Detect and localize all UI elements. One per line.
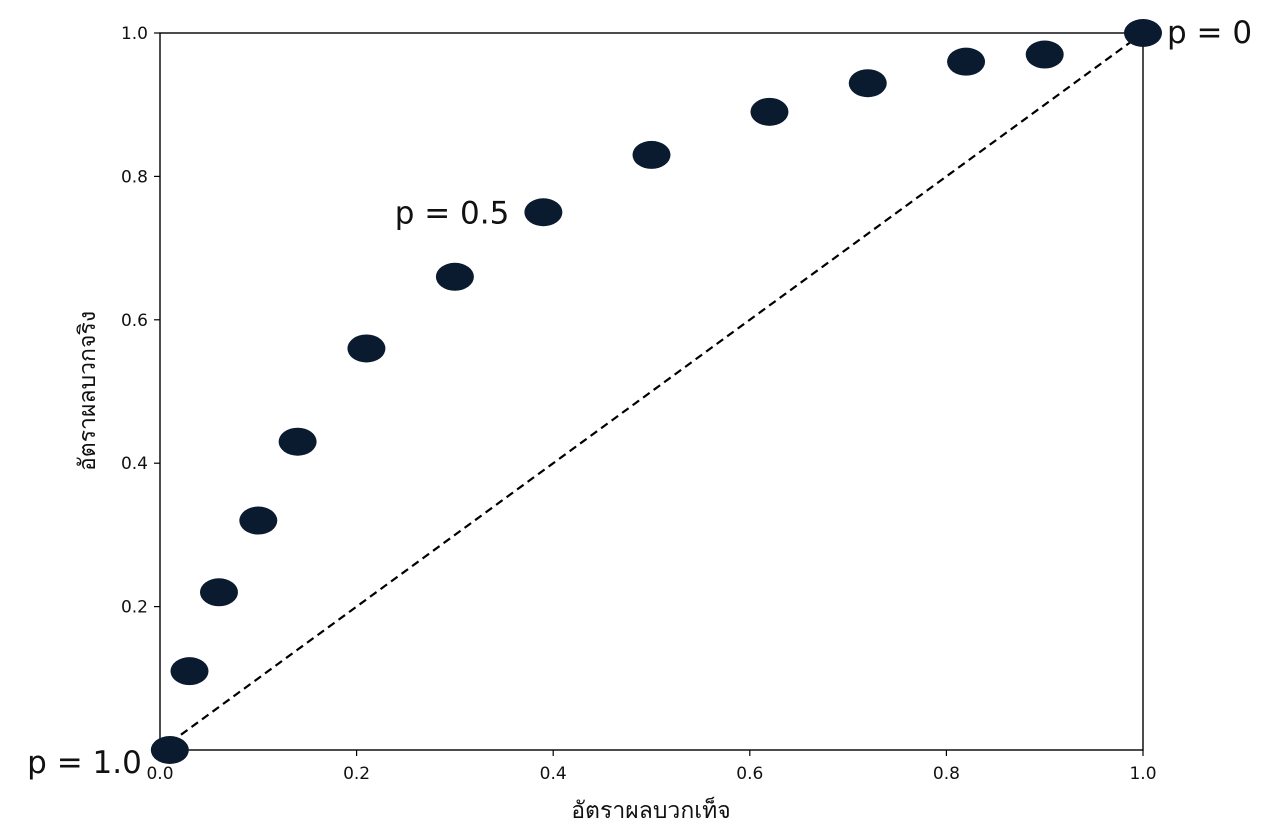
data-point	[199, 578, 238, 607]
x-tick-label: 0.6	[736, 764, 763, 784]
x-tick-label: 0.2	[343, 764, 370, 784]
data-point	[947, 47, 986, 76]
data-point	[239, 506, 278, 535]
y-tick-label: 0.8	[121, 167, 148, 187]
x-axis-title: อัตราผลบวกเท็จ	[571, 795, 731, 824]
plot-area-frame	[159, 32, 1144, 751]
data-point	[278, 427, 317, 456]
x-tick-label: 0.4	[540, 764, 567, 784]
y-tick-label: 0.4	[121, 454, 148, 474]
data-point	[524, 198, 563, 227]
data-point	[150, 736, 189, 764]
point-annotation: p = 1.0	[27, 745, 142, 781]
y-tick-label: 1.0	[121, 24, 148, 44]
data-point	[435, 262, 474, 291]
reference-diagonal-line	[159, 32, 1144, 751]
data-point	[347, 334, 386, 363]
y-tick-label: 0.2	[121, 598, 148, 618]
data-point	[632, 140, 671, 169]
y-axis-title: อัตราผลบวกจริง	[75, 311, 101, 471]
data-point	[170, 657, 209, 686]
x-tick-label: 0.0	[146, 764, 173, 784]
point-annotation: p = 0	[1167, 15, 1252, 51]
point-annotation: p = 0.5	[395, 195, 510, 231]
y-tick-label: 0.6	[121, 311, 148, 331]
data-point	[1025, 40, 1064, 69]
x-tick-label: 0.8	[933, 764, 960, 784]
data-point	[848, 69, 887, 98]
data-point	[1124, 19, 1162, 47]
data-point	[750, 97, 789, 126]
x-tick-label: 1.0	[1129, 764, 1156, 784]
